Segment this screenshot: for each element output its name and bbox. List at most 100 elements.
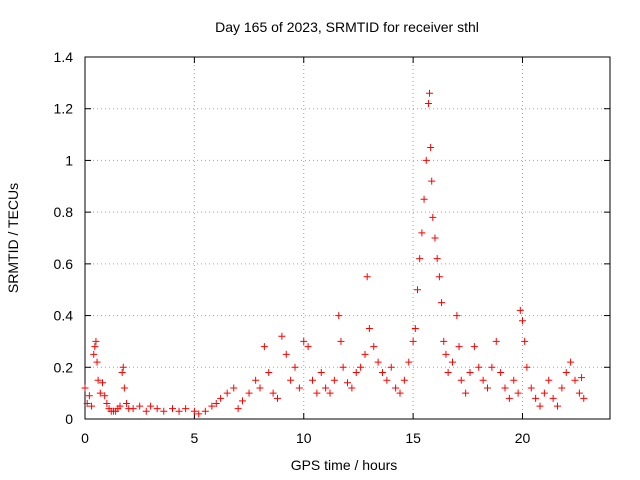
data-point <box>479 376 487 384</box>
data-point <box>96 389 104 397</box>
data-point <box>444 368 452 376</box>
data-point <box>83 399 91 407</box>
data-point <box>429 213 437 221</box>
x-tick-label: 5 <box>190 430 198 446</box>
plot-frame <box>84 56 611 420</box>
data-point <box>208 402 216 410</box>
data-point <box>217 394 225 402</box>
data-point <box>119 363 127 371</box>
data-point <box>383 376 391 384</box>
data-point <box>400 376 408 384</box>
data-point <box>521 337 529 345</box>
data-point <box>291 363 299 371</box>
data-point <box>519 317 526 325</box>
data-point <box>497 368 505 376</box>
data-point <box>252 376 260 384</box>
data-point <box>330 376 338 384</box>
data-point <box>422 156 430 164</box>
data-point <box>295 384 303 392</box>
data-point <box>304 343 312 351</box>
grid <box>85 57 610 419</box>
data-point <box>466 368 474 376</box>
data-point <box>352 368 360 376</box>
data-point <box>435 273 443 281</box>
data-point <box>239 397 246 405</box>
data-point <box>567 358 575 366</box>
data-point <box>274 394 281 402</box>
data-point <box>418 229 426 237</box>
data-point <box>457 376 465 384</box>
data-point <box>81 384 89 392</box>
data-point <box>492 337 500 345</box>
data-point <box>153 405 161 413</box>
data-point <box>428 177 436 185</box>
data-point <box>147 402 155 410</box>
data-point <box>379 368 386 376</box>
x-tick-label: 15 <box>405 430 421 446</box>
data-point <box>223 389 231 397</box>
data-point <box>484 384 491 392</box>
data-point <box>554 402 561 410</box>
data-point <box>103 399 111 407</box>
data-point <box>449 358 456 366</box>
data-point <box>322 384 330 392</box>
data-point <box>337 337 345 345</box>
data-point <box>335 312 343 320</box>
data-point <box>409 337 417 345</box>
data-point <box>510 376 518 384</box>
data-point <box>101 392 109 400</box>
data-point <box>94 376 102 384</box>
data-point <box>545 376 553 384</box>
data-point <box>300 337 308 345</box>
data-point <box>580 394 588 402</box>
data-point <box>575 389 583 397</box>
data-point <box>562 368 570 376</box>
data-point <box>282 350 290 358</box>
data-point <box>339 363 347 371</box>
x-tick-label: 0 <box>81 430 89 446</box>
data-point <box>265 368 273 376</box>
data-point <box>326 389 334 397</box>
y-tick-label: 0.6 <box>54 256 74 272</box>
data-point <box>516 306 524 314</box>
data-point <box>411 325 419 332</box>
data-point <box>540 389 548 397</box>
data-point <box>309 376 316 384</box>
y-axis-label: SRMTID / TECUs <box>5 183 21 293</box>
data-point <box>438 299 446 307</box>
data-point <box>416 255 424 263</box>
data-point <box>85 392 93 400</box>
data-point <box>88 402 96 410</box>
data-point <box>212 399 220 407</box>
data-point <box>361 350 369 358</box>
y-tick-label: 1.2 <box>54 101 74 117</box>
data-point <box>160 407 168 415</box>
data-point <box>396 389 404 397</box>
data-point <box>442 350 450 358</box>
y-tick-label: 0.2 <box>54 359 74 375</box>
y-tick-label: 0.8 <box>54 204 74 220</box>
data-point <box>462 389 470 397</box>
data-point <box>90 350 98 358</box>
chart-title: Day 165 of 2023, SRMTID for receiver sth… <box>215 19 479 35</box>
data-point <box>256 384 264 392</box>
data-point <box>392 384 400 392</box>
tick-labels: 0 5 10 15 20 0 0.2 0.4 0.6 0.8 1 1.2 1.4 <box>54 49 531 446</box>
x-axis-label: GPS time / hours <box>291 457 398 473</box>
y-tick-label: 0.4 <box>54 308 74 324</box>
data-point <box>536 402 544 410</box>
data-series <box>81 89 588 418</box>
data-point <box>313 389 321 397</box>
y-tick-label: 1.4 <box>54 49 74 65</box>
data-point <box>136 402 144 410</box>
data-point <box>455 343 463 351</box>
x-tick-label: 20 <box>515 430 531 446</box>
axis-ticks <box>84 56 610 420</box>
data-point <box>532 394 540 402</box>
data-point <box>558 384 566 392</box>
data-point <box>344 379 351 387</box>
data-point <box>370 343 378 351</box>
data-point <box>269 389 277 397</box>
data-point <box>488 363 496 371</box>
